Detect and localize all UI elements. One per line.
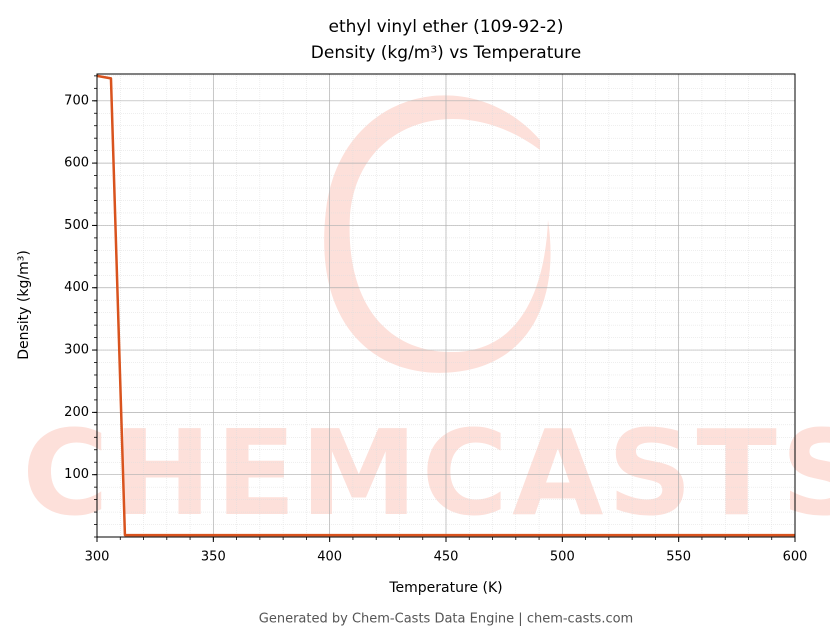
y-tick-label: 400: [64, 280, 89, 295]
y-tick-label: 300: [64, 343, 89, 358]
x-axis-label: Temperature (K): [388, 580, 502, 596]
y-axis-label: Density (kg/m³): [16, 250, 32, 360]
y-tick-label: 600: [64, 156, 89, 171]
x-tick-label: 450: [434, 550, 459, 565]
x-tick-label: 500: [550, 550, 575, 565]
chart-title: ethyl vinyl ether (109-92-2): [328, 17, 563, 37]
x-tick-label: 600: [783, 550, 808, 565]
footer: Generated by Chem-Casts Data Engine | ch…: [259, 612, 633, 627]
chart-subtitle: Density (kg/m³) vs Temperature: [311, 43, 581, 63]
x-tick-label: 550: [666, 550, 691, 565]
watermark-text: CHEMCASTS: [22, 404, 830, 542]
y-tick-label: 200: [64, 405, 89, 420]
y-tick-label: 100: [64, 467, 89, 482]
y-tick-label: 700: [64, 93, 89, 108]
x-tick-label: 350: [201, 550, 226, 565]
x-tick-label: 300: [85, 550, 110, 565]
x-tick-label: 400: [317, 550, 342, 565]
y-tick-label: 500: [64, 218, 89, 233]
data-line: [96, 74, 795, 537]
